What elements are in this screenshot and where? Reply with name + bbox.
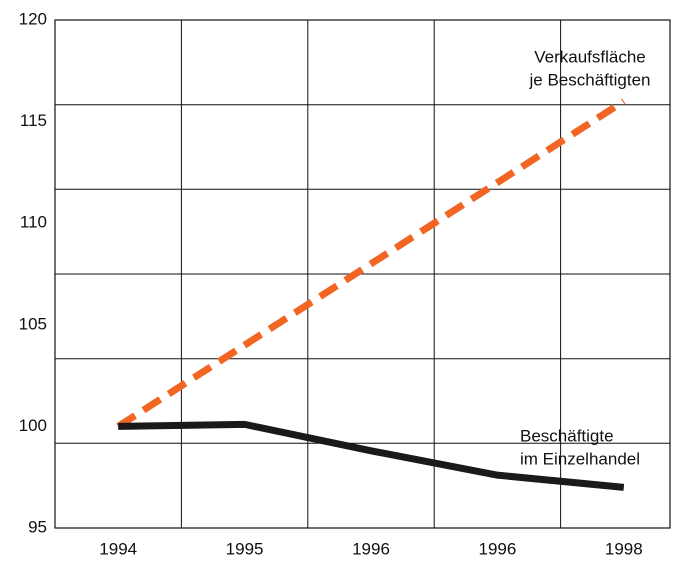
y-tick-label: 120 xyxy=(19,9,47,28)
x-tick-label: 1994 xyxy=(99,539,137,558)
x-tick-label: 1995 xyxy=(226,539,264,558)
series-label: Beschäftigte xyxy=(520,426,614,445)
y-tick-label: 105 xyxy=(19,314,47,333)
y-tick-label: 100 xyxy=(19,416,47,435)
y-tick-label: 110 xyxy=(20,213,47,232)
x-tick-label: 1996 xyxy=(478,539,516,558)
y-tick-label: 115 xyxy=(20,111,47,130)
series-line xyxy=(116,98,626,430)
y-tick-label: 95 xyxy=(28,517,47,536)
series-label: Verkaufsfläche xyxy=(534,47,646,66)
series-label: im Einzelhandel xyxy=(520,449,640,468)
x-tick-label: 1998 xyxy=(605,539,643,558)
x-tick-label: 1996 xyxy=(352,539,390,558)
series-label: je Beschäftigten xyxy=(529,70,651,89)
series-line xyxy=(118,420,625,491)
